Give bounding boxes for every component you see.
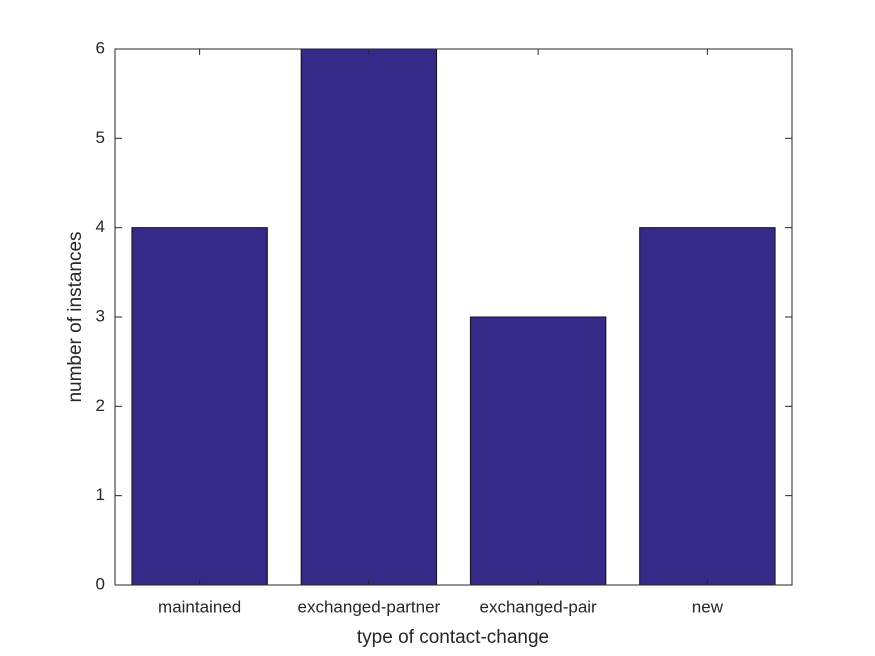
bar [131,227,268,586]
y-tick-label: 5 [96,128,105,147]
y-tick-label: 1 [96,485,105,504]
bar [639,227,776,586]
y-tick-label: 0 [96,574,105,593]
y-tick-label: 6 [96,38,105,57]
bar [469,316,607,586]
x-tick-label: maintained [158,597,241,616]
x-tick-label: exchanged-pair [480,597,598,616]
y-axis-label: number of instances [65,231,86,402]
y-tick-label: 4 [96,217,105,236]
bar [300,48,438,586]
y-tick-label: 2 [96,396,105,415]
x-tick-label: new [692,597,724,616]
x-axis-label: type of contact-change [357,627,549,648]
x-tick-label: exchanged-partner [298,597,441,616]
y-tick-label: 3 [96,306,105,325]
